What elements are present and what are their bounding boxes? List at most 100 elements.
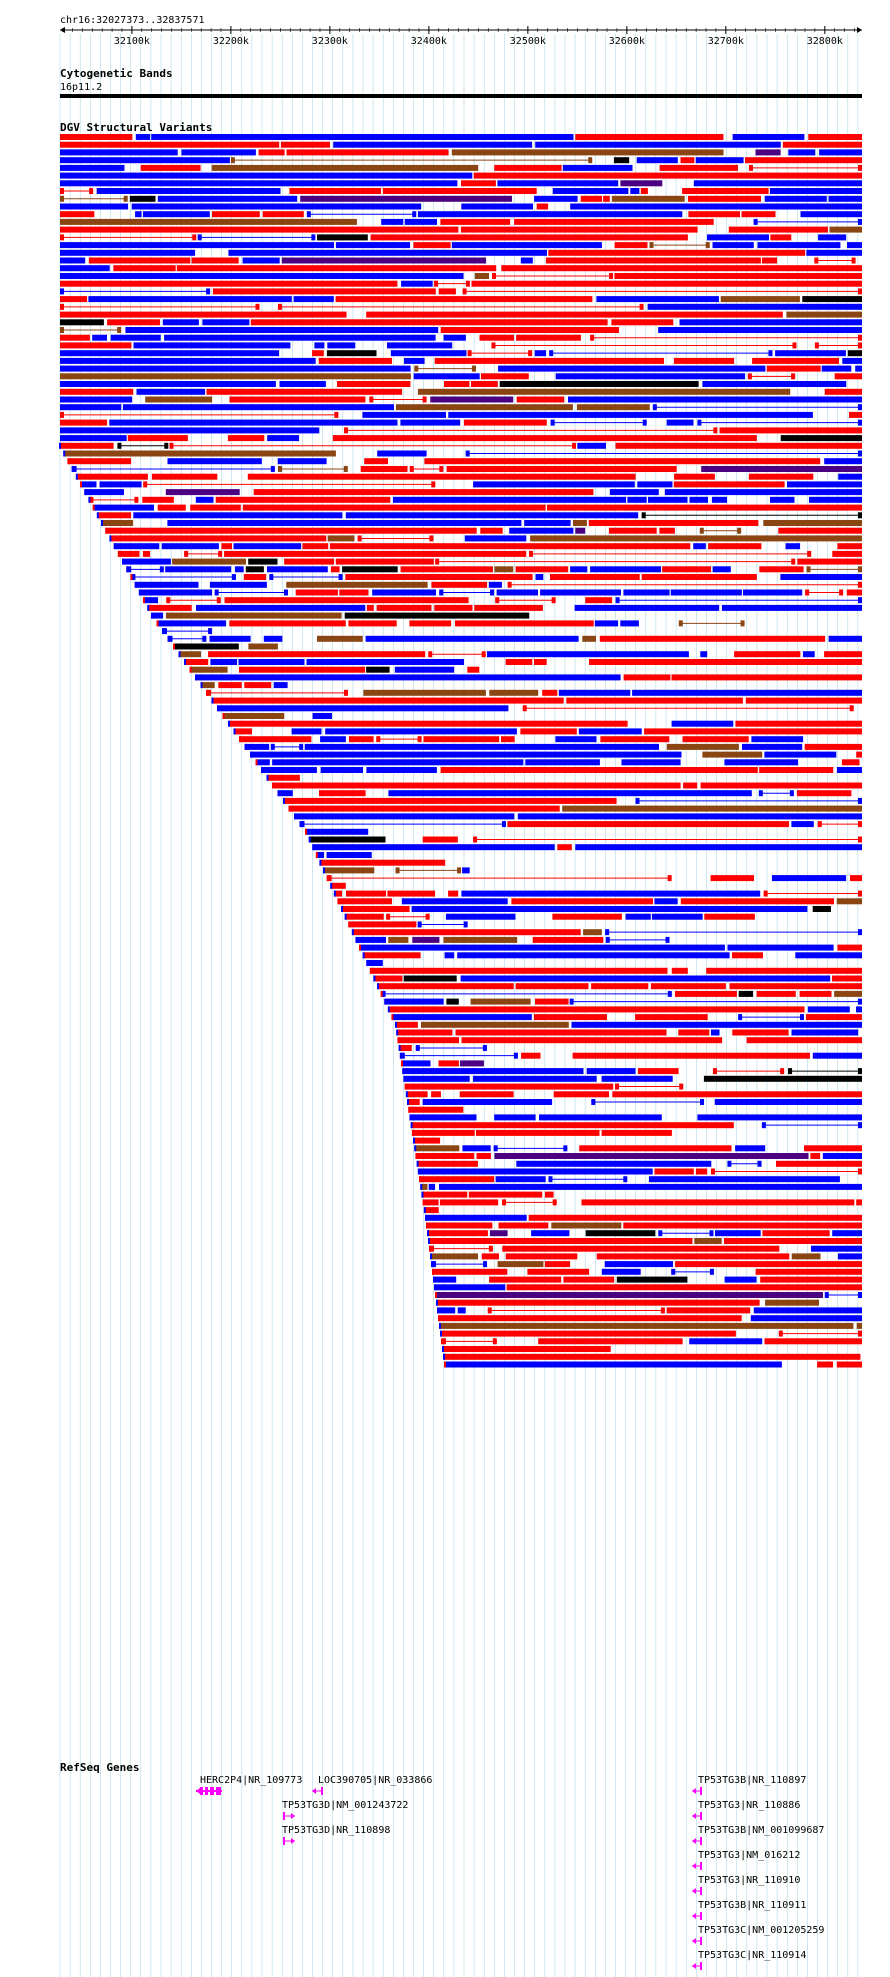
sv-feature[interactable] [434, 280, 439, 287]
sv-feature[interactable] [858, 334, 862, 341]
sv-feature[interactable] [395, 404, 573, 411]
sv-feature[interactable] [196, 604, 366, 611]
sv-feature[interactable] [824, 651, 862, 658]
sv-feature[interactable] [494, 566, 514, 573]
sv-feature[interactable] [435, 558, 440, 565]
sv-feature[interactable] [525, 759, 600, 766]
sv-feature[interactable] [534, 195, 578, 202]
sv-feature[interactable] [331, 882, 346, 889]
sv-feature[interactable] [299, 821, 302, 828]
sv-feature[interactable] [357, 535, 362, 542]
sv-feature[interactable] [131, 574, 136, 581]
sv-feature[interactable] [60, 319, 104, 326]
gene-loc390705[interactable]: LOC390705|NR_033866 [312, 1775, 432, 1795]
sv-feature[interactable] [278, 465, 283, 472]
sv-feature[interactable] [127, 566, 132, 573]
sv-feature[interactable] [804, 1145, 862, 1152]
sv-feature[interactable] [152, 612, 164, 619]
sv-feature[interactable] [615, 597, 620, 604]
sv-feature[interactable] [295, 813, 515, 820]
sv-feature[interactable] [605, 929, 610, 936]
sv-feature[interactable] [277, 303, 282, 310]
sv-feature[interactable] [807, 1006, 850, 1013]
sv-feature[interactable] [255, 303, 260, 310]
sv-feature[interactable] [167, 635, 170, 642]
sv-feature[interactable] [644, 728, 862, 735]
sv-feature[interactable] [242, 504, 546, 511]
sv-feature[interactable] [771, 875, 847, 882]
sv-feature[interactable] [227, 435, 265, 442]
sv-feature[interactable] [387, 1006, 390, 1013]
sv-feature[interactable] [636, 157, 678, 164]
sv-feature[interactable] [202, 635, 207, 642]
sv-feature[interactable] [110, 334, 161, 341]
sv-feature[interactable] [221, 543, 232, 550]
sv-feature[interactable] [224, 550, 527, 557]
sv-feature[interactable] [689, 496, 709, 503]
sv-feature[interactable] [570, 203, 862, 210]
sv-feature[interactable] [212, 211, 260, 218]
sv-feature[interactable] [174, 643, 239, 650]
sv-feature[interactable] [496, 589, 538, 596]
sv-feature[interactable] [401, 1060, 403, 1067]
sv-feature[interactable] [233, 543, 302, 550]
sv-feature[interactable] [228, 720, 230, 727]
sv-feature[interactable] [414, 1137, 441, 1144]
sv-feature[interactable] [214, 589, 219, 596]
sv-feature[interactable] [117, 327, 122, 333]
sv-feature[interactable] [460, 226, 698, 233]
sv-feature[interactable] [817, 821, 822, 828]
sv-feature[interactable] [575, 844, 862, 851]
sv-feature[interactable] [315, 851, 318, 858]
sv-feature[interactable] [728, 226, 828, 233]
sv-feature[interactable] [502, 1199, 507, 1206]
sv-feature[interactable] [461, 1037, 723, 1044]
sv-feature[interactable] [706, 967, 862, 974]
sv-feature[interactable] [60, 195, 64, 202]
sv-feature[interactable] [420, 1183, 423, 1190]
sv-feature[interactable] [662, 566, 712, 573]
sv-feature[interactable] [60, 350, 280, 357]
sv-feature[interactable] [689, 1338, 763, 1345]
sv-feature[interactable] [208, 651, 426, 658]
sv-feature[interactable] [516, 1160, 712, 1167]
sv-feature[interactable] [818, 234, 847, 241]
sv-feature[interactable] [312, 713, 332, 719]
sv-feature[interactable] [800, 211, 863, 218]
sv-feature[interactable] [110, 535, 327, 542]
sv-feature[interactable] [284, 558, 335, 565]
sv-feature[interactable] [552, 913, 622, 920]
sv-feature[interactable] [544, 1261, 571, 1268]
sv-feature[interactable] [471, 365, 476, 372]
sv-feature[interactable] [836, 1361, 862, 1368]
sv-feature[interactable] [398, 1044, 401, 1051]
sv-feature[interactable] [125, 327, 439, 333]
sv-feature[interactable] [581, 1199, 855, 1206]
sv-feature[interactable] [667, 875, 672, 882]
refseq-track[interactable]: RefSeq Genes HERC2P4|NR_109773 LOC390705… [60, 1761, 824, 1977]
sv-feature[interactable] [263, 635, 283, 642]
sv-feature[interactable] [370, 234, 688, 241]
sv-feature[interactable] [714, 1099, 862, 1105]
sv-feature[interactable] [404, 218, 437, 225]
sv-feature[interactable] [471, 381, 498, 387]
sv-feature[interactable] [507, 581, 512, 588]
sv-feature[interactable] [780, 574, 862, 580]
sv-feature[interactable] [650, 983, 726, 990]
sv-feature[interactable] [314, 342, 325, 349]
sv-feature[interactable] [616, 1276, 688, 1283]
sv-feature[interactable] [553, 1091, 609, 1098]
sv-feature[interactable] [858, 998, 862, 1005]
sv-feature[interactable] [459, 1091, 514, 1098]
sv-feature[interactable] [248, 558, 278, 565]
sv-feature[interactable] [399, 1052, 402, 1059]
sv-feature[interactable] [300, 195, 512, 202]
sv-feature[interactable] [327, 535, 355, 542]
sv-feature[interactable] [551, 1222, 622, 1229]
sv-feature[interactable] [250, 319, 608, 326]
sv-feature[interactable] [712, 1068, 717, 1075]
sv-feature[interactable] [807, 550, 812, 557]
sv-feature[interactable] [151, 473, 218, 480]
sv-feature[interactable] [709, 1268, 714, 1275]
sv-feature[interactable] [534, 659, 547, 665]
